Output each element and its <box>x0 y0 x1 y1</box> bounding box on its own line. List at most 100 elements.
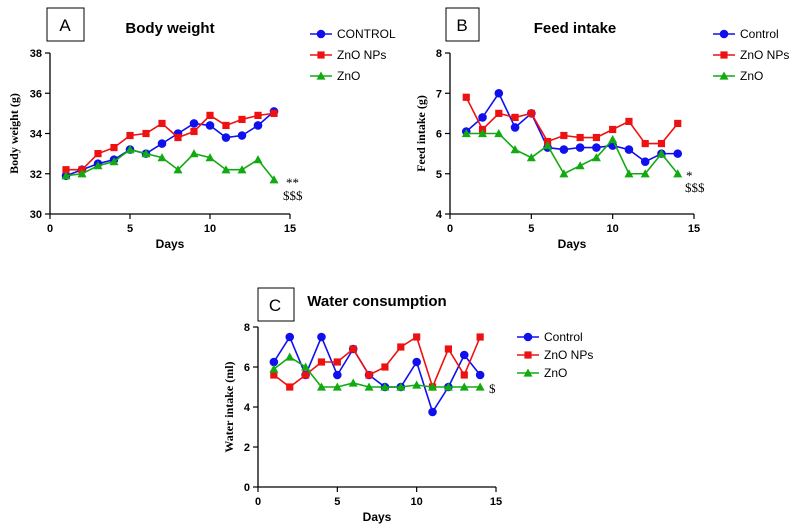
data-point <box>413 333 421 341</box>
data-point <box>189 149 199 158</box>
data-point <box>559 145 569 154</box>
y-tick-label: 0 <box>244 482 250 494</box>
data-point <box>657 139 666 148</box>
legend-marker <box>524 351 532 359</box>
legend-marker <box>719 29 729 39</box>
data-point <box>254 111 262 119</box>
data-point <box>510 123 520 132</box>
data-point <box>461 129 471 138</box>
data-point <box>511 113 519 121</box>
data-point <box>608 135 618 144</box>
data-point <box>365 371 373 379</box>
data-point <box>380 382 390 391</box>
data-point <box>348 378 358 387</box>
y-tick-label: 6 <box>244 362 250 374</box>
y-tick-label: 4 <box>436 209 443 221</box>
series-line <box>466 132 679 175</box>
chart-panel-a: A Body weight 30 32 34 36 38 0 5 10 15 Days Body wei… <box>7 7 396 251</box>
legend-label: ZnO <box>337 69 360 83</box>
legend: Control ZnO NPs ZnO <box>517 330 593 380</box>
data-point <box>270 109 278 117</box>
data-point <box>221 133 231 142</box>
data-point <box>253 121 263 130</box>
legend-marker <box>316 29 326 39</box>
legend: CONTROL ZnO NPs ZnO <box>310 27 396 83</box>
legend-marker <box>719 71 729 80</box>
data-point <box>510 145 520 154</box>
legend-marker <box>523 332 533 342</box>
legend-marker <box>720 51 728 59</box>
data-point <box>478 113 487 122</box>
x-tick-label: 15 <box>688 223 700 235</box>
data-point <box>206 111 214 119</box>
y-tick-label: 8 <box>436 48 442 60</box>
data-point <box>157 153 167 162</box>
y-tick-label: 8 <box>244 322 250 334</box>
legend-label: CONTROL <box>337 27 396 41</box>
data-point <box>301 362 311 371</box>
chart-title: Body weight <box>125 20 214 37</box>
data-point <box>110 143 118 152</box>
legend-label: ZnO <box>544 366 567 380</box>
panel-letter-box <box>46 7 85 42</box>
data-point <box>189 119 199 128</box>
data-point <box>285 352 295 361</box>
data-point <box>332 382 342 391</box>
chart-title: Feed intake <box>534 20 617 37</box>
data-point <box>381 363 389 371</box>
data-point <box>238 115 246 124</box>
data-point <box>495 109 503 117</box>
data-point <box>591 153 601 162</box>
y-axis-label: Water intake (ml) <box>222 361 236 452</box>
x-tick-label: 15 <box>490 496 502 508</box>
data-point <box>412 357 421 367</box>
data-point <box>316 382 326 391</box>
panel-letter-box <box>445 7 480 42</box>
data-point <box>141 149 151 158</box>
y-tick-label: 5 <box>436 169 442 181</box>
data-point <box>270 371 278 379</box>
data-point <box>428 407 437 417</box>
data-point <box>237 165 247 174</box>
data-point <box>286 383 294 391</box>
x-tick-label: 0 <box>447 223 453 235</box>
legend-label: Control <box>544 330 583 344</box>
data-point <box>173 165 183 174</box>
panel-letter: B <box>456 16 467 35</box>
data-point <box>396 382 406 391</box>
data-point <box>444 345 452 353</box>
data-point <box>269 175 279 184</box>
data-point <box>575 161 585 170</box>
data-point <box>641 139 649 148</box>
significance-annotation: ** <box>286 175 299 190</box>
x-tick-label: 5 <box>334 496 340 508</box>
data-point <box>494 88 504 98</box>
data-point <box>174 133 182 142</box>
data-point <box>443 382 453 391</box>
data-point <box>317 358 326 366</box>
data-point <box>640 169 650 178</box>
significance-annotation: $ <box>489 381 496 396</box>
data-point <box>559 169 569 178</box>
data-point <box>640 157 650 166</box>
data-point <box>93 161 103 170</box>
legend-marker <box>316 71 326 80</box>
data-point <box>349 345 357 353</box>
data-point <box>269 364 279 373</box>
legend-label: ZnO NPs <box>337 48 386 62</box>
legend-label: ZnO NPs <box>740 48 789 62</box>
legend-label: Control <box>740 27 779 41</box>
data-point <box>285 332 295 342</box>
data-point <box>205 153 215 162</box>
data-point <box>94 150 102 158</box>
series-line <box>465 91 678 163</box>
x-tick-label: 5 <box>127 223 133 235</box>
data-point <box>77 169 87 178</box>
data-point <box>428 382 438 391</box>
data-point <box>673 149 683 158</box>
y-tick-label: 6 <box>436 129 442 141</box>
data-point <box>576 133 584 142</box>
data-point <box>609 125 617 134</box>
y-tick-label: 4 <box>244 402 251 414</box>
